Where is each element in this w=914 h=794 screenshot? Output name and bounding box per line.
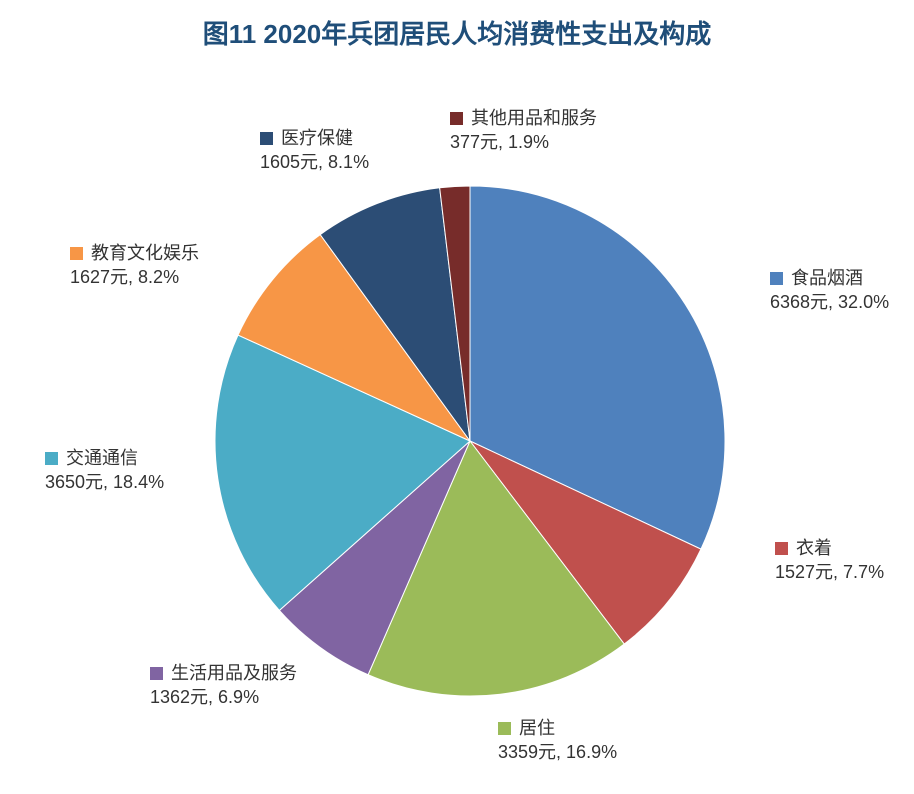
slice-label: 其他用品和服务377元, 1.9% [450, 106, 597, 155]
slice-label: 交通通信3650元, 18.4% [45, 446, 164, 495]
legend-swatch [150, 667, 163, 680]
slice-value: 3650元, 18.4% [45, 470, 164, 494]
slice-value: 377元, 1.9% [450, 130, 597, 154]
pie-chart: 食品烟酒6368元, 32.0% 衣着1527元, 7.7% 居住3359元, 16… [0, 51, 914, 791]
slice-label: 衣着1527元, 7.7% [775, 536, 884, 585]
slice-label: 食品烟酒6368元, 32.0% [770, 266, 889, 315]
slice-name: 医疗保健 [281, 128, 353, 148]
legend-swatch [260, 132, 273, 145]
slice-name: 衣着 [796, 538, 832, 558]
legend-swatch [775, 542, 788, 555]
slice-name: 教育文化娱乐 [91, 243, 199, 263]
legend-swatch [498, 722, 511, 735]
slice-value: 1627元, 8.2% [70, 265, 199, 289]
chart-title: 图11 2020年兵团居民人均消费性支出及构成 [0, 0, 914, 51]
slice-name: 居住 [519, 718, 555, 738]
slice-label: 居住3359元, 16.9% [498, 716, 617, 765]
slice-label: 生活用品及服务1362元, 6.9% [150, 661, 297, 710]
legend-swatch [450, 112, 463, 125]
slice-value: 3359元, 16.9% [498, 740, 617, 764]
slice-name: 交通通信 [66, 448, 138, 468]
slice-value: 6368元, 32.0% [770, 290, 889, 314]
slice-name: 食品烟酒 [791, 268, 863, 288]
legend-swatch [770, 272, 783, 285]
slice-value: 1605元, 8.1% [260, 150, 369, 174]
slice-label: 医疗保健1605元, 8.1% [260, 126, 369, 175]
slice-value: 1527元, 7.7% [775, 560, 884, 584]
slice-name: 生活用品及服务 [171, 663, 297, 683]
slice-label: 教育文化娱乐1627元, 8.2% [70, 241, 199, 290]
legend-swatch [45, 452, 58, 465]
slice-value: 1362元, 6.9% [150, 685, 297, 709]
legend-swatch [70, 247, 83, 260]
pie-svg [0, 51, 914, 791]
slice-name: 其他用品和服务 [471, 108, 597, 128]
